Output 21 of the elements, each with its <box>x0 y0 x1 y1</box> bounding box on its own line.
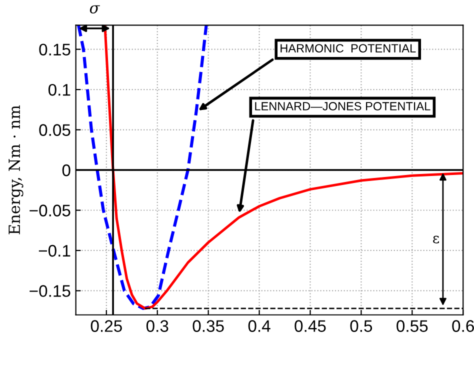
x-tick-label: 0.35 <box>192 320 224 332</box>
y-tick-label: −0.15 <box>30 285 70 297</box>
x-tick-label: 0.45 <box>294 320 326 332</box>
y-tick-label: −0.1 <box>38 244 70 257</box>
y-axis-title: Energy, Nm · nm <box>8 105 24 234</box>
annotation: HARMONIC POTENTIAL <box>280 44 416 52</box>
y-tick-label: 0.15 <box>39 44 70 56</box>
y-tick-label: 0.1 <box>48 84 70 96</box>
x-tick-label: 0.55 <box>396 320 428 332</box>
line-series <box>76 25 208 310</box>
y-tick-label: 0 <box>62 164 70 176</box>
x-tick-label: 0.4 <box>248 320 270 332</box>
annotation: LENNARD—JONES POTENTIAL <box>255 102 430 110</box>
y-tick-label: −0.05 <box>30 204 70 216</box>
annotation: σ <box>90 5 100 14</box>
x-tick-label: 0.25 <box>90 320 122 332</box>
x-tick-label: 0.6 <box>452 320 474 332</box>
y-tick-label: 0.05 <box>39 124 70 136</box>
x-tick-label: 0.3 <box>146 320 168 332</box>
x-tick-label: 0.5 <box>350 320 372 332</box>
annotation: ε <box>433 236 439 244</box>
